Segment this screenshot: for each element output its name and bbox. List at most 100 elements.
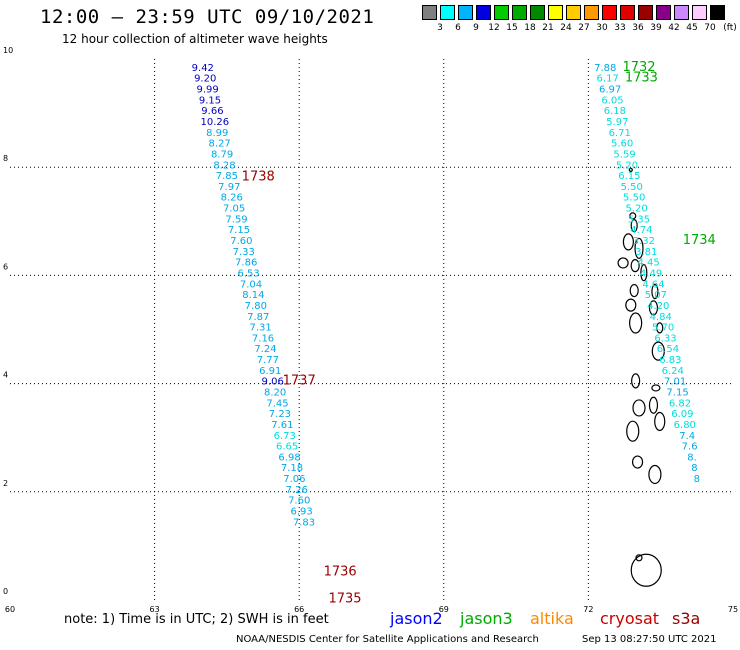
wave-height-value: 3.32 bbox=[633, 236, 655, 247]
map-grid bbox=[10, 59, 733, 600]
pass-time-label: 1737 bbox=[283, 374, 316, 389]
wave-height-value: 7.33 bbox=[233, 247, 255, 258]
wave-height-value: 7.24 bbox=[254, 344, 276, 355]
island-outline bbox=[648, 300, 659, 316]
wave-height-value: 4.49 bbox=[640, 268, 662, 279]
wave-height-value: 7.86 bbox=[235, 258, 257, 269]
island-outline bbox=[654, 411, 666, 432]
x-tick-label: 63 bbox=[150, 605, 160, 614]
wave-height-value: 8.14 bbox=[242, 290, 264, 301]
wave-height-value: 7.59 bbox=[225, 214, 247, 225]
scale-label: 6 bbox=[455, 23, 461, 33]
scale-swatch bbox=[512, 5, 527, 20]
wave-height-value: 9.06 bbox=[262, 377, 284, 388]
wave-height-value: 7.61 bbox=[271, 420, 293, 431]
scale-swatch bbox=[638, 5, 653, 20]
pass-time-label: 1733 bbox=[625, 71, 658, 86]
scale-label: 24 bbox=[560, 23, 572, 33]
wave-height-value: 7.77 bbox=[257, 355, 279, 366]
island-outline bbox=[630, 219, 638, 233]
wave-height-value: 6.18 bbox=[604, 106, 626, 117]
pass-time-label: 1735 bbox=[328, 592, 361, 607]
island-outline bbox=[622, 233, 635, 251]
wave-height-value: 7.4 bbox=[679, 431, 695, 442]
scale-swatch bbox=[602, 5, 617, 20]
scale-swatch bbox=[458, 5, 473, 20]
wave-height-value: 5.20 bbox=[625, 204, 647, 215]
island-outline bbox=[631, 373, 641, 389]
wave-height-value: 7.88 bbox=[594, 63, 616, 74]
wave-height-value: 6.97 bbox=[599, 85, 621, 96]
wave-height-value: 8.27 bbox=[209, 139, 231, 150]
wave-height-value: 5.35 bbox=[628, 214, 650, 225]
wave-height-value: 6.83 bbox=[659, 355, 681, 366]
wave-height-value: 5.70 bbox=[652, 323, 674, 334]
wave-height-value: 3.81 bbox=[635, 247, 657, 258]
footer-timestamp: Sep 13 08:27:50 UTC 2021 bbox=[582, 634, 717, 645]
wave-height-value: 6.05 bbox=[601, 95, 623, 106]
scale-swatch bbox=[656, 5, 671, 20]
wave-height-value: 6.93 bbox=[290, 507, 312, 518]
wave-height-value: 7.31 bbox=[250, 323, 272, 334]
wave-height-value: 6.71 bbox=[609, 128, 631, 139]
scale-label: 15 bbox=[506, 23, 518, 33]
wave-height-value: 5.07 bbox=[645, 290, 667, 301]
scale-label: 33 bbox=[614, 23, 626, 33]
wave-height-value: 7.26 bbox=[286, 485, 308, 496]
wave-height-value: 7.06 bbox=[283, 474, 305, 485]
island-outline bbox=[651, 384, 661, 392]
island-outline bbox=[617, 257, 629, 269]
island-outline bbox=[629, 283, 639, 298]
wave-height-value: 7.85 bbox=[216, 171, 238, 182]
satellite-legend-jason3: jason3 bbox=[460, 609, 513, 628]
scale-swatch bbox=[440, 5, 455, 20]
y-tick-label: 6 bbox=[3, 262, 8, 271]
altimeter-tracks: 9.429.209.999.159.6610.268.998.278.798.2… bbox=[192, 60, 716, 607]
island-outline bbox=[648, 464, 662, 485]
y-tick-label: 8 bbox=[3, 154, 8, 163]
wave-height-value: 5.97 bbox=[606, 117, 628, 128]
island-outline bbox=[635, 554, 643, 562]
island-outline bbox=[648, 396, 659, 414]
scale-swatch bbox=[494, 5, 509, 20]
wave-height-value: 10.26 bbox=[201, 117, 230, 128]
wave-height-value: 6.09 bbox=[671, 409, 693, 420]
scale-label: 9 bbox=[473, 23, 479, 33]
scale-swatch bbox=[476, 5, 491, 20]
scale-label: 30 bbox=[596, 23, 608, 33]
wave-height-value: 6.65 bbox=[276, 442, 298, 453]
wave-height-value: 6.98 bbox=[278, 452, 300, 463]
wave-height-value: 5.20 bbox=[616, 160, 638, 171]
island-outline bbox=[629, 312, 643, 334]
scale-label: 39 bbox=[650, 23, 662, 33]
wave-height-value: 5.50 bbox=[623, 193, 645, 204]
wave-height-value: 8.99 bbox=[206, 128, 228, 139]
scale-swatch bbox=[710, 5, 725, 20]
scale-swatch bbox=[422, 5, 437, 20]
wave-height-value: 6.82 bbox=[669, 398, 691, 409]
wave-height-value: 7.83 bbox=[293, 517, 315, 528]
scale-label: 12 bbox=[488, 23, 500, 33]
wave-height-value: 7.45 bbox=[266, 398, 288, 409]
wave-height-value: 4.20 bbox=[647, 301, 669, 312]
scale-label: 45 bbox=[686, 23, 698, 33]
wave-height-value: 6.91 bbox=[259, 366, 281, 377]
wave-height-value: 6.53 bbox=[237, 268, 259, 279]
wave-height-value: 4.64 bbox=[642, 279, 664, 290]
pass-time-label: 1736 bbox=[324, 565, 357, 580]
wave-height-value: 8.79 bbox=[211, 149, 233, 160]
island-outline bbox=[651, 284, 659, 300]
wave-height-value: 8.26 bbox=[221, 193, 243, 204]
scale-label: 42 bbox=[668, 23, 680, 33]
satellite-legend-jason2: jason2 bbox=[390, 609, 443, 628]
wave-height-value: 8.28 bbox=[213, 160, 235, 171]
pass-time-label: 1738 bbox=[242, 170, 275, 185]
scale-label: 70 bbox=[704, 23, 716, 33]
wave-height-value: 6.80 bbox=[674, 420, 696, 431]
wave-height-value: 9.42 bbox=[192, 63, 214, 74]
x-tick-label: 60 bbox=[5, 605, 15, 614]
wave-height-value: 6.33 bbox=[654, 333, 676, 344]
map-subtitle: 12 hour collection of altimeter wave hei… bbox=[62, 32, 328, 46]
scale-label: 3 bbox=[437, 23, 443, 33]
wave-height-value: 9.66 bbox=[201, 106, 223, 117]
